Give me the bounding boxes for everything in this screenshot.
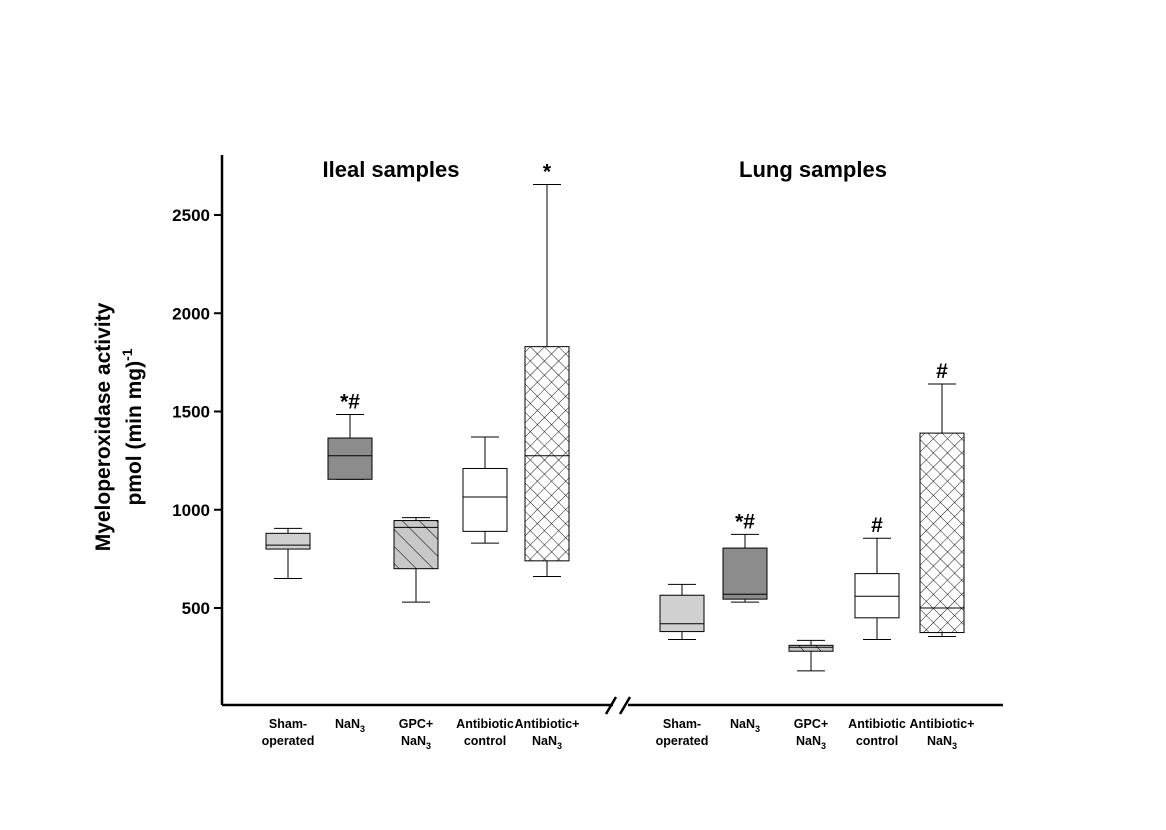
box-iqr [393,520,439,570]
x-label-line1: Antibiotic [456,717,514,731]
x-label-line2: NaN3 [796,734,826,751]
x-label-line1: NaN3 [730,717,760,734]
y-ticks: 500 1000 1500 2000 2500 [172,206,222,618]
x-label-lung-gpc: GPC+ NaN3 [794,717,828,751]
x-label-line1: Antibiotic+ [515,717,580,731]
panel-titles: Ileal samples Lung samples [323,157,887,182]
x-label-line1: GPC+ [794,717,828,731]
x-label-line2: NaN3 [401,734,431,751]
box-lung-antibiotic_nan3: # [919,360,965,637]
box-iqr [919,432,965,634]
x-label-ileal-gpc: GPC+ NaN3 [399,717,433,751]
y-axis-label-line2-text: pmol (min mg) [123,361,146,506]
box-iqr [265,532,311,550]
x-label-lung-nan3: NaN3 [730,717,760,734]
boxes: *# * *# # # [265,161,965,672]
x-label-line1: Antibiotic+ [910,717,975,731]
box-lung-nan3: *# [722,510,768,603]
x-category-labels: Sham-operated NaN3 GPC+ NaN3 Antibiotic contr… [262,717,975,751]
x-label-line2: NaN3 [927,734,957,751]
y-tick-label: 2500 [172,206,210,225]
significance-marker: * [543,161,552,184]
x-label-ileal-sham: Sham-operated [262,717,315,748]
panel-title-ileal: Ileal samples [323,157,460,182]
y-tick-label: 500 [182,599,210,618]
box-lung-antibiotic_control: # [854,514,900,640]
x-label-line2: NaN3 [532,734,562,751]
x-label-ileal-antibiotic_nan3: Antibiotic+ NaN3 [515,717,580,751]
box-ileal-antibiotic_nan3: * [524,161,570,578]
axes [220,155,1003,715]
significance-marker: *# [340,390,360,413]
panel-title-lung: Lung samples [739,157,887,182]
x-label-line2: operated [262,734,315,748]
box-iqr [788,644,834,652]
x-label-line2: operated [656,734,709,748]
x-label-lung-antibiotic_control: Antibiotic control [848,717,906,748]
axis-break-mark-right [618,696,632,715]
x-label-lung-sham: Sham-operated [656,717,709,748]
x-label-line1: Sham- [663,717,701,731]
x-label-line1: Antibiotic [848,717,906,731]
axis-break-mark-left [604,696,618,715]
box-iqr [524,346,570,562]
y-axis-label-exponent: -1 [119,348,135,361]
box-ileal-sham [265,527,311,580]
x-label-line2: control [464,734,506,748]
x-label-line1: GPC+ [399,717,433,731]
x-label-line1: NaN3 [335,717,365,734]
x-label-line2: control [856,734,898,748]
significance-marker: # [871,514,883,537]
significance-marker: *# [735,510,755,533]
box-iqr [462,467,508,532]
x-label-ileal-nan3: NaN3 [335,717,365,734]
box-ileal-nan3: *# [327,390,373,480]
y-axis-label-line1: Myeloperoxidase activity [92,302,115,551]
box-iqr [722,547,768,600]
box-ileal-gpc [393,517,439,603]
y-tick-label: 2000 [172,304,210,323]
y-axis-label-line2: pmol (min mg)-1 [119,348,146,505]
box-iqr [327,437,373,480]
x-label-lung-antibiotic_nan3: Antibiotic+ NaN3 [910,717,975,751]
y-axis-title: Myeloperoxidase activity pmol (min mg)-1 [92,302,146,551]
x-label-line1: Sham- [269,717,307,731]
y-tick-label: 1500 [172,403,210,422]
x-label-ileal-antibiotic_control: Antibiotic control [456,717,514,748]
box-lung-sham [659,583,705,640]
significance-marker: # [936,360,948,383]
box-iqr [659,594,705,633]
box-lung-gpc [788,639,834,672]
box-ileal-antibiotic_control [462,436,508,544]
y-tick-label: 1000 [172,501,210,520]
